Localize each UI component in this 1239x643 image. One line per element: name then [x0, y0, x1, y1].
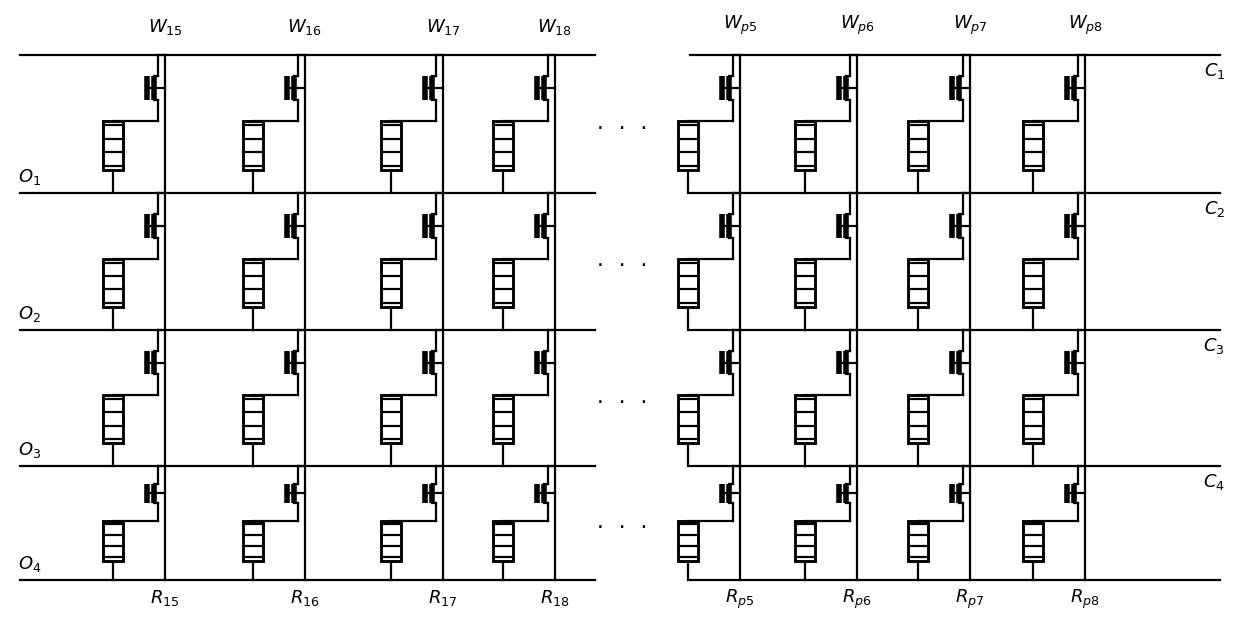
- Bar: [678, 521, 698, 561]
- Text: $R_{16}$: $R_{16}$: [290, 588, 320, 608]
- Bar: [243, 122, 263, 170]
- Text: $W_{15}$: $W_{15}$: [147, 17, 182, 37]
- Bar: [243, 395, 263, 443]
- Bar: [493, 258, 513, 307]
- Text: $O_4$: $O_4$: [19, 554, 41, 574]
- Bar: [795, 122, 815, 170]
- Text: $R_{17}$: $R_{17}$: [429, 588, 457, 608]
- Text: . . .: . . .: [595, 253, 649, 271]
- Text: $W_{p6}$: $W_{p6}$: [840, 14, 875, 37]
- Bar: [1023, 395, 1043, 443]
- Bar: [795, 521, 815, 561]
- Text: . . .: . . .: [595, 514, 649, 532]
- Bar: [103, 122, 123, 170]
- Text: $C_3$: $C_3$: [1203, 336, 1225, 356]
- Bar: [382, 258, 401, 307]
- Text: $C_1$: $C_1$: [1203, 61, 1225, 81]
- Bar: [795, 395, 815, 443]
- Bar: [678, 395, 698, 443]
- Text: $C_2$: $C_2$: [1203, 199, 1225, 219]
- Bar: [908, 258, 928, 307]
- Bar: [382, 521, 401, 561]
- Bar: [1023, 258, 1043, 307]
- Text: $W_{17}$: $W_{17}$: [426, 17, 461, 37]
- Text: . . .: . . .: [595, 389, 649, 407]
- Text: $O_3$: $O_3$: [19, 440, 41, 460]
- Bar: [243, 521, 263, 561]
- Text: $R_{p7}$: $R_{p7}$: [955, 588, 985, 611]
- Text: $O_1$: $O_1$: [19, 167, 41, 187]
- Text: $R_{p5}$: $R_{p5}$: [725, 588, 755, 611]
- Bar: [795, 258, 815, 307]
- Bar: [908, 521, 928, 561]
- Bar: [908, 122, 928, 170]
- Bar: [103, 258, 123, 307]
- Text: . . .: . . .: [595, 115, 649, 133]
- Text: $R_{15}$: $R_{15}$: [150, 588, 180, 608]
- Bar: [678, 122, 698, 170]
- Text: $R_{18}$: $R_{18}$: [540, 588, 570, 608]
- Bar: [382, 122, 401, 170]
- Bar: [243, 258, 263, 307]
- Bar: [493, 122, 513, 170]
- Text: $C_4$: $C_4$: [1203, 472, 1225, 492]
- Text: $W_{16}$: $W_{16}$: [287, 17, 322, 37]
- Bar: [1023, 122, 1043, 170]
- Text: $W_{p7}$: $W_{p7}$: [953, 14, 987, 37]
- Bar: [382, 395, 401, 443]
- Bar: [493, 521, 513, 561]
- Bar: [1023, 521, 1043, 561]
- Text: $W_{18}$: $W_{18}$: [538, 17, 572, 37]
- Bar: [678, 258, 698, 307]
- Bar: [908, 395, 928, 443]
- Text: $O_2$: $O_2$: [19, 304, 41, 324]
- Bar: [103, 521, 123, 561]
- Text: $W_{p8}$: $W_{p8}$: [1068, 14, 1103, 37]
- Text: $R_{p6}$: $R_{p6}$: [843, 588, 872, 611]
- Bar: [103, 395, 123, 443]
- Text: $W_{p5}$: $W_{p5}$: [722, 14, 757, 37]
- Text: $R_{p8}$: $R_{p8}$: [1070, 588, 1100, 611]
- Bar: [493, 395, 513, 443]
